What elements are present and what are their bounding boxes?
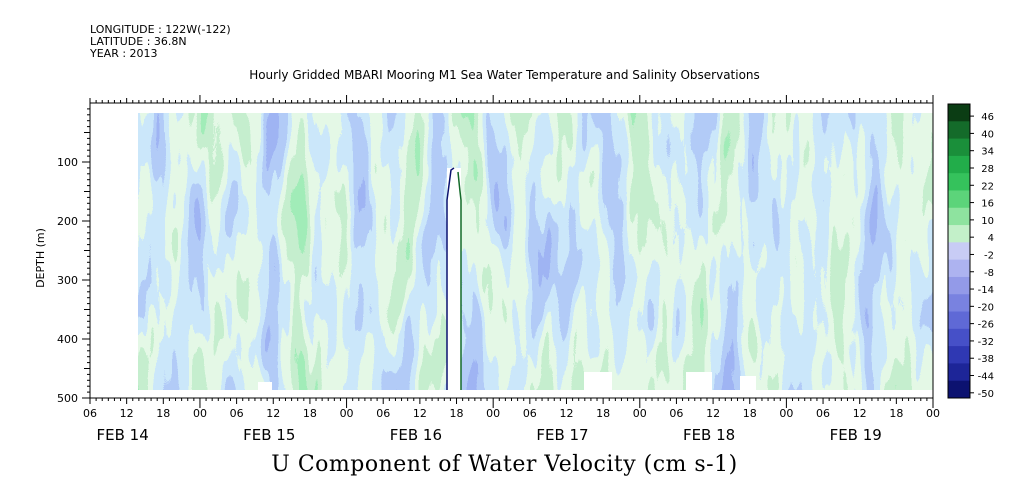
colorbar-swatch (948, 294, 970, 313)
x-tick-label: 00 (779, 407, 793, 420)
variable-title: U Component of Water Velocity (cm s-1) (271, 452, 738, 477)
colorbar-swatch (948, 121, 970, 140)
plot-area (89, 102, 934, 399)
y-tick-label: 100 (57, 156, 78, 169)
colorbar-swatch (948, 276, 970, 295)
x-tick-label: 06 (816, 407, 830, 420)
colorbar-swatch (948, 328, 970, 347)
colorbar-label: 16 (981, 199, 994, 210)
x-tick-label: 06 (230, 407, 244, 420)
colorbar-swatch (948, 363, 970, 382)
x-tick-label: 12 (413, 407, 427, 420)
colorbar-frame (947, 103, 971, 399)
colorbar-label: -20 (978, 302, 994, 313)
y-tick-label: 500 (57, 392, 78, 405)
colorbar-label: 46 (981, 112, 994, 123)
missing-data-column (447, 168, 461, 390)
colorbar-swatch (948, 380, 970, 399)
y-axis: 100 200 300 400 500 (57, 108, 90, 405)
colorbar-swatch (948, 242, 970, 261)
x-tick-label: 18 (889, 407, 903, 420)
colorbar-label: 28 (981, 164, 994, 175)
bottom-notch (258, 382, 272, 390)
colorbar-swatch (948, 138, 970, 157)
x-day-label: FEB 15 (243, 426, 295, 444)
colorbar-swatch (948, 190, 970, 209)
colorbar-label: -26 (978, 320, 994, 331)
x-tick-label: 00 (633, 407, 647, 420)
colorbar-swatch (948, 104, 970, 122)
colorbar-label: -8 (984, 268, 994, 279)
y-tick-label: 200 (57, 215, 78, 228)
x-tick-label: 18 (303, 407, 317, 420)
bottom-notch (740, 376, 756, 390)
bottom-notch (686, 372, 712, 390)
longitude-label: LONGITUDE : 122W(-122) (90, 23, 231, 36)
x-day-label: FEB 16 (390, 426, 442, 444)
x-tick-label: 12 (559, 407, 573, 420)
bottom-notch (584, 372, 612, 390)
x-tick-label: 18 (596, 407, 610, 420)
x-tick-label: 06 (376, 407, 390, 420)
colorbar-label: 40 (981, 129, 994, 140)
x-tick-label: 12 (120, 407, 134, 420)
x-day-label: FEB 14 (97, 426, 149, 444)
x-tick-label: 06 (83, 407, 97, 420)
colorbar-swatch (948, 311, 970, 330)
x-tick-label: 00 (486, 407, 500, 420)
colorbar-swatch (948, 225, 970, 243)
colorbar-label: -14 (978, 285, 994, 296)
gap-contour-right (457, 171, 462, 390)
x-tick-label: 06 (523, 407, 537, 420)
x-tick-label: 18 (156, 407, 170, 420)
colorbar-label: 22 (981, 181, 994, 192)
x-tick-label: 12 (706, 407, 720, 420)
colorbar-swatch (948, 259, 970, 278)
year-label: YEAR : 2013 (90, 47, 158, 60)
colorbar-label: 10 (981, 216, 994, 227)
colorbar-label: 34 (981, 147, 994, 158)
x-tick-label: 18 (743, 407, 757, 420)
y-tick-label: 400 (57, 333, 78, 346)
colorbar-label: -44 (978, 372, 994, 383)
colorbar-label: -32 (978, 337, 994, 348)
colorbar-swatch (948, 173, 970, 191)
velocity-field (138, 113, 933, 390)
x-tick-label: 06 (669, 407, 683, 420)
x-tick-label: 18 (450, 407, 464, 420)
colorbar-label: -2 (984, 250, 994, 261)
x-day-label: FEB 19 (830, 426, 882, 444)
x-tick-label: 12 (266, 407, 280, 420)
colorbar-swatch (948, 155, 970, 174)
x-axis: 06 12 18 00 06 12 18 00 06 12 18 00 06 12 18 00 06 12 18 00… (83, 95, 940, 444)
y-tick-label: 300 (57, 274, 78, 287)
colorbar-label: 4 (988, 233, 994, 244)
x-tick-label: 00 (193, 407, 207, 420)
gap-contour-left (446, 167, 455, 390)
colorbar-label: -38 (978, 354, 994, 365)
colorbar-label: -50 (978, 389, 994, 400)
x-day-label: FEB 18 (683, 426, 735, 444)
latitude-label: LATITUDE : 36.8N (90, 35, 187, 48)
colorbar-swatch (948, 346, 970, 364)
colorbar-swatch (948, 207, 970, 226)
y-axis-label: DEPTH (m) (34, 228, 47, 288)
x-day-label: FEB 17 (536, 426, 588, 444)
colorbar: 46 40 34 28 22 16 10 4 -2 -8 -14 -20 -26 -32 -38 -44 -50 (947, 103, 994, 400)
x-tick-label: 00 (926, 407, 940, 420)
x-tick-label: 00 (340, 407, 354, 420)
chart-title: Hourly Gridded MBARI Mooring M1 Sea Wate… (249, 68, 760, 82)
x-tick-label: 12 (853, 407, 867, 420)
